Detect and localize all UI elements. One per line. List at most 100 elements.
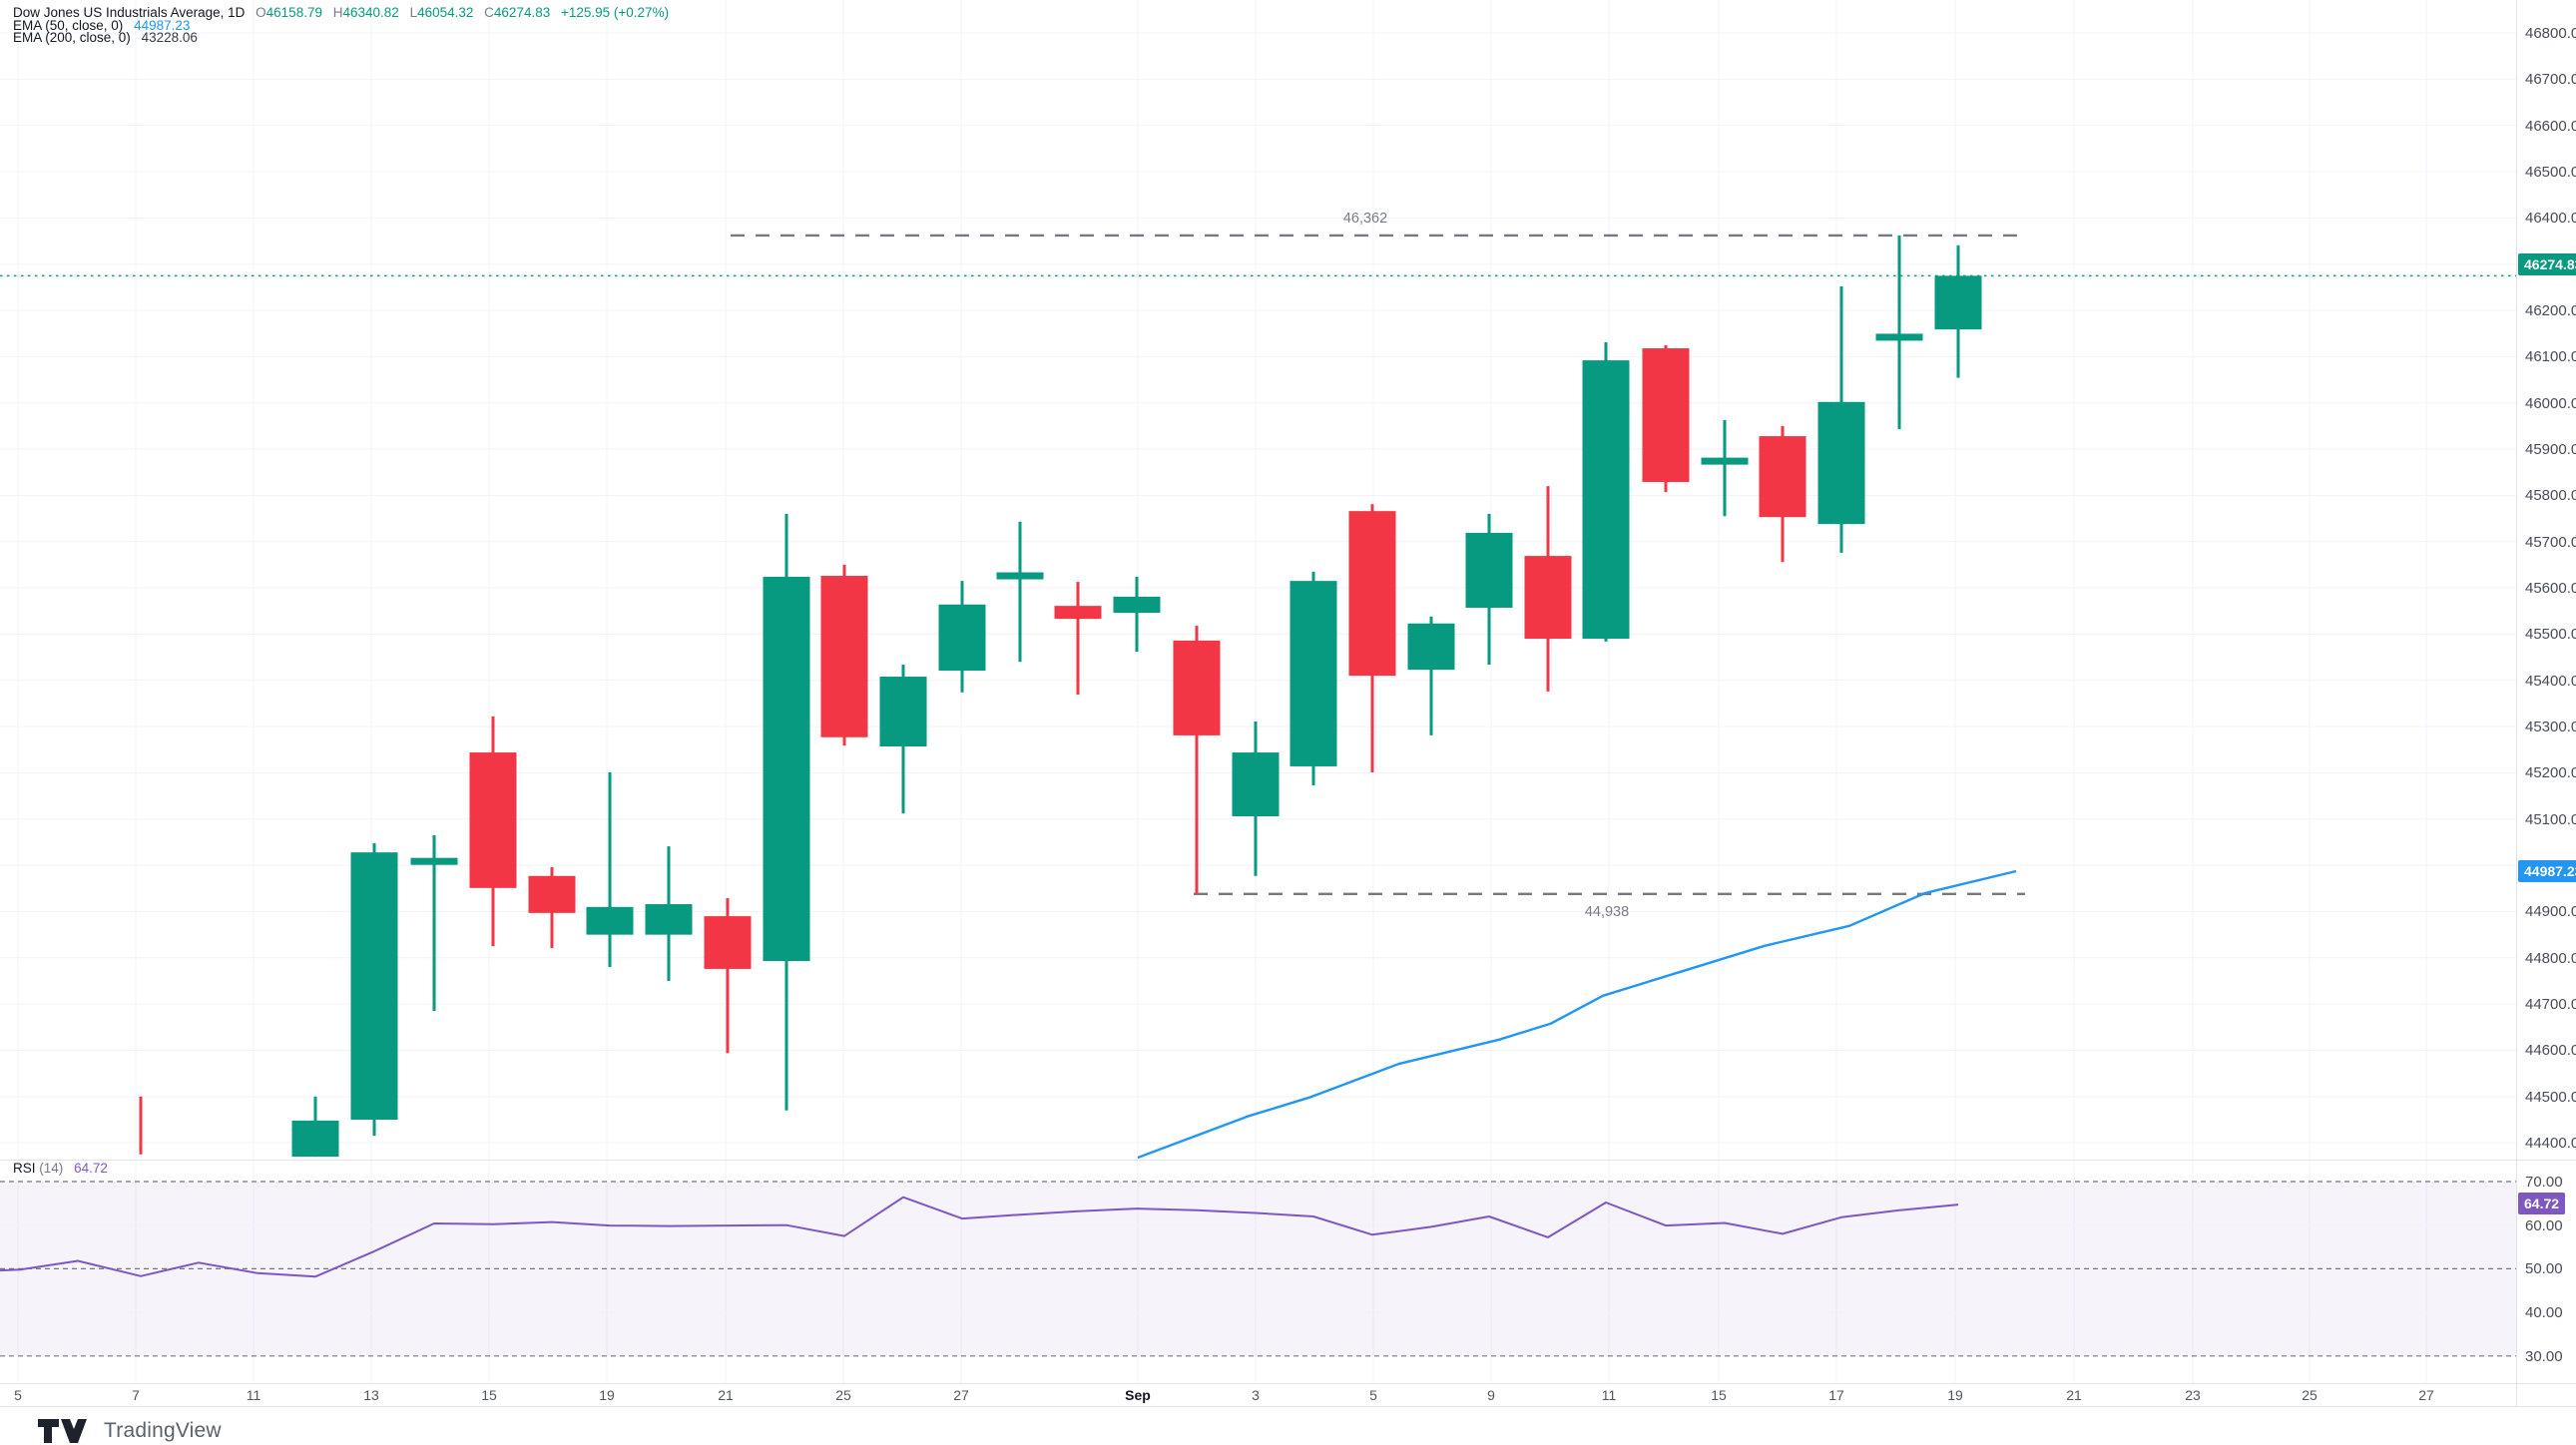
candle-wick xyxy=(1076,582,1080,696)
time-axis-label: 27 xyxy=(953,1387,969,1403)
ema50-legend-row: EMA (50, close, 0) 44987.23 xyxy=(13,17,669,33)
candle-body xyxy=(1524,556,1572,640)
chart-legend[interactable]: Dow Jones US Industrials Average, 1D O46… xyxy=(13,5,670,45)
time-axis-label: 5 xyxy=(1369,1387,1377,1403)
time-axis-label: 21 xyxy=(718,1387,734,1403)
time-axis-label: 17 xyxy=(1828,1387,1844,1403)
ema50-value: 44987.23 xyxy=(134,17,191,33)
price-axis-label: 46000.00 xyxy=(2525,394,2576,412)
price-axis-label: 46400.00 xyxy=(2525,210,2576,228)
candle-body xyxy=(410,857,458,865)
candle-body xyxy=(1701,457,1749,465)
price-axis-label: 46100.00 xyxy=(2525,348,2576,366)
rsi-line xyxy=(0,1196,1959,1278)
symbol-legend-row: Dow Jones US Industrials Average, 1D O46… xyxy=(13,5,670,20)
high-label: H xyxy=(332,5,343,20)
close-value: 46274.83 xyxy=(493,5,551,20)
candle-body xyxy=(996,572,1044,580)
candle-wick xyxy=(1018,521,1022,663)
rsi-params: (14) xyxy=(39,1161,64,1176)
price-axis-label: 44600.00 xyxy=(2525,1042,2576,1060)
candle-body xyxy=(291,1120,339,1158)
price-axis-label: 45400.00 xyxy=(2525,672,2576,690)
time-axis-label: 15 xyxy=(1711,1387,1727,1403)
open-label: O xyxy=(256,5,266,20)
price-axis-label: 45700.00 xyxy=(2525,533,2576,551)
pane-separator-rsi-timeaxis xyxy=(0,1383,2576,1384)
rsi-axis-label: 50.00 xyxy=(2525,1260,2563,1278)
change-value: +125.95 (+0.27%) xyxy=(560,5,670,20)
rsi-value-badge: 64.72 xyxy=(2518,1193,2566,1214)
candle-wick xyxy=(1195,626,1199,894)
price-axis-label: 44500.00 xyxy=(2525,1088,2576,1106)
time-axis-label: 15 xyxy=(481,1387,497,1403)
candle-wick xyxy=(726,898,730,1054)
tradingview-logo[interactable]: TradingView xyxy=(38,1419,222,1443)
candle-body xyxy=(1759,436,1806,518)
price-axis-label: 46200.00 xyxy=(2525,302,2576,320)
candle-body xyxy=(1407,623,1455,671)
time-axis-label: 3 xyxy=(1252,1387,1260,1403)
candle-body xyxy=(820,576,868,737)
candle-body xyxy=(586,906,634,935)
symbol-title: Dow Jones US Industrials Average, 1D xyxy=(13,5,246,20)
price-axis-label: 44900.00 xyxy=(2525,903,2576,921)
time-axis-label: 11 xyxy=(246,1387,261,1403)
low-value: 46054.32 xyxy=(417,5,474,20)
open-value: 46158.79 xyxy=(265,5,322,20)
ema200-label: EMA (200, close, 0) xyxy=(13,30,131,45)
candle-wick xyxy=(1429,616,1433,735)
candle-body xyxy=(1465,532,1513,609)
time-axis-label: 23 xyxy=(2185,1387,2201,1403)
price-axis-label: 45800.00 xyxy=(2525,487,2576,505)
rsi-axis-label: 60.00 xyxy=(2525,1216,2563,1234)
price-axis-label: 46700.00 xyxy=(2525,71,2576,89)
candle-body xyxy=(1934,275,1982,330)
high-value: 46340.82 xyxy=(342,5,399,20)
candle-body xyxy=(704,916,752,969)
time-axis-label: 21 xyxy=(2066,1387,2082,1403)
candle-wick xyxy=(1897,235,1901,430)
time-axis-label: 11 xyxy=(1601,1387,1617,1403)
price-axis-label: 46800.00 xyxy=(2525,25,2576,42)
ema50-line xyxy=(1137,869,2017,1160)
candle-body xyxy=(1173,640,1221,735)
candle-body xyxy=(350,852,398,1120)
candle-body xyxy=(1289,581,1337,766)
candle-body xyxy=(1642,348,1690,482)
candle-body xyxy=(938,604,986,672)
candle-wick xyxy=(1723,419,1727,517)
candle-body xyxy=(1582,360,1630,640)
rsi-legend-row[interactable]: RSI (14) 64.72 xyxy=(13,1161,108,1176)
price-axis-label: 46600.00 xyxy=(2525,117,2576,135)
rsi-value: 64.72 xyxy=(74,1161,108,1176)
time-axis-bottom-border xyxy=(0,1406,2576,1407)
candle-body xyxy=(1054,606,1102,620)
price-axis-label: 46500.00 xyxy=(2525,164,2576,182)
ema200-legend-row: EMA (200, close, 0) 43228.06 xyxy=(13,30,669,45)
price-axis-label: 44800.00 xyxy=(2525,949,2576,967)
time-axis-label: Sep xyxy=(1125,1387,1151,1403)
price-axis-label: 45200.00 xyxy=(2525,764,2576,782)
time-axis-label: 5 xyxy=(14,1387,22,1403)
candle-body xyxy=(469,752,517,888)
rsi-axis-label: 30.00 xyxy=(2525,1347,2563,1365)
pane-separator-main-rsi[interactable] xyxy=(0,1160,2576,1161)
price-axis-label: 45600.00 xyxy=(2525,580,2576,598)
last-price-badge: 46274.83 xyxy=(2518,253,2576,275)
candle-body xyxy=(645,904,693,935)
resistance-level-label: 46,362 xyxy=(1342,211,1388,227)
price-axis-label: 45500.00 xyxy=(2525,626,2576,644)
time-axis-label: 27 xyxy=(2418,1387,2434,1403)
candle-wick xyxy=(608,771,612,968)
candle-body xyxy=(1232,752,1280,816)
time-axis-label: 25 xyxy=(835,1387,851,1403)
price-axis-label: 45300.00 xyxy=(2525,719,2576,736)
time-axis-label: 7 xyxy=(132,1387,140,1403)
candle-body xyxy=(1875,333,1923,341)
tradingview-logo-text: TradingView xyxy=(104,1419,222,1442)
candle-body xyxy=(1348,511,1396,677)
time-axis-label: 25 xyxy=(2302,1387,2318,1403)
